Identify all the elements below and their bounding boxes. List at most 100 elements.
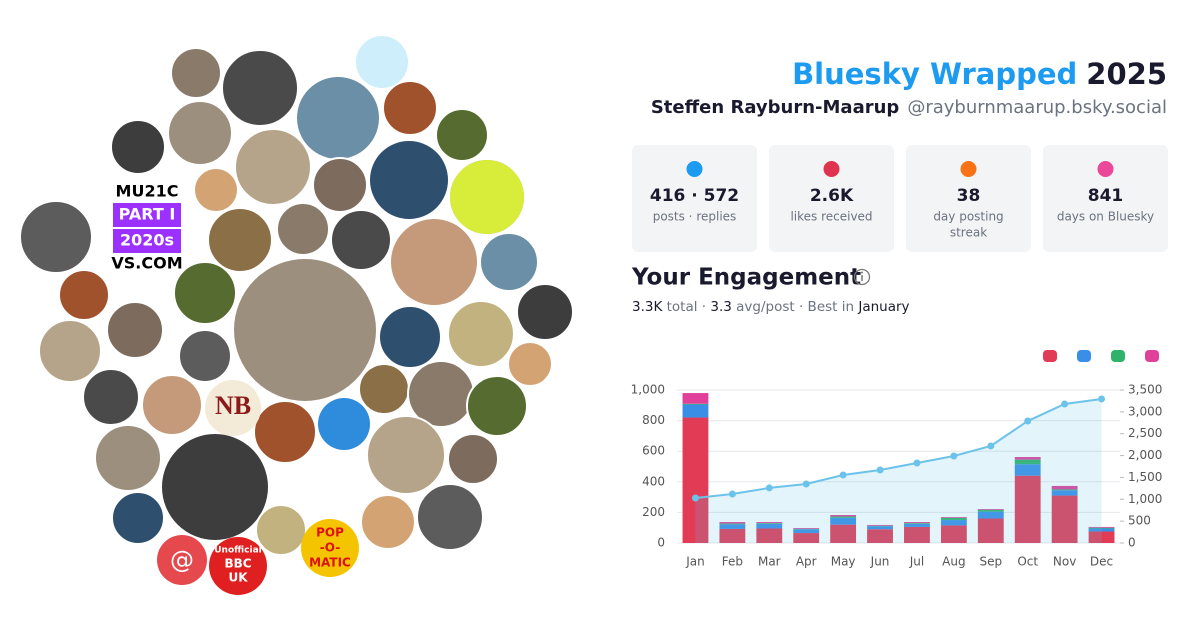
avatar-text: PART I — [119, 205, 176, 224]
legend-icon[interactable] — [1043, 350, 1057, 362]
bar-segment — [1051, 495, 1078, 543]
avatar[interactable] — [312, 157, 368, 213]
avatar[interactable] — [447, 300, 515, 368]
avatar[interactable] — [170, 47, 222, 99]
stat-label: posts · replies — [653, 210, 737, 224]
legend-icon[interactable] — [1077, 350, 1091, 362]
avatar-text: MU21C — [116, 182, 179, 201]
avatar[interactable] — [167, 100, 233, 166]
line-point — [1024, 417, 1032, 425]
y2-tick-label: 500 — [1128, 514, 1151, 528]
avatar-text: VS.COM — [111, 254, 182, 273]
line-point — [691, 494, 699, 502]
avatar[interactable] — [366, 415, 446, 495]
avatar-text: BBC — [224, 557, 251, 571]
title-brand: Bluesky Wrapped — [792, 57, 1077, 91]
avatar[interactable] — [389, 217, 479, 307]
stat-icon — [686, 161, 703, 177]
avatar[interactable] — [466, 375, 528, 437]
user-name: Steffen Rayburn-Maarup — [651, 97, 900, 118]
avatar[interactable] — [507, 341, 553, 387]
avatar[interactable] — [82, 368, 140, 426]
avatar[interactable] — [209, 537, 267, 595]
avatar[interactable] — [207, 207, 273, 273]
subtitle-part: avg/post · Best in — [732, 299, 858, 315]
bar-segment — [756, 523, 783, 529]
line-point — [950, 452, 958, 460]
avatar[interactable] — [205, 380, 261, 436]
avatar[interactable] — [479, 232, 539, 292]
avatar[interactable] — [141, 374, 203, 436]
avatar[interactable] — [301, 519, 359, 577]
avatar[interactable] — [360, 494, 416, 550]
avatar[interactable] — [111, 491, 165, 545]
avatar[interactable] — [416, 483, 484, 551]
y2-tick-label: 0 — [1128, 536, 1136, 550]
avatar[interactable] — [356, 36, 408, 88]
legend-icon[interactable] — [1145, 350, 1159, 362]
avatar[interactable] — [110, 119, 166, 175]
avatar[interactable] — [94, 424, 162, 492]
avatar[interactable] — [106, 301, 164, 359]
avatar[interactable] — [276, 202, 330, 256]
avatar[interactable] — [157, 535, 207, 585]
line-point — [802, 480, 810, 488]
y-tick-label: 1,000 — [631, 383, 665, 397]
avatar[interactable] — [330, 209, 392, 271]
y2-tick-label: 1,000 — [1128, 492, 1162, 506]
y2-tick-label: 2,500 — [1128, 426, 1162, 440]
bar-segment — [756, 522, 783, 524]
avatar[interactable] — [160, 432, 270, 542]
avatar[interactable] — [255, 504, 307, 556]
line-point — [876, 466, 884, 474]
avatar[interactable] — [178, 329, 232, 383]
stat-value: 38 — [957, 186, 981, 206]
y-tick-label: 400 — [642, 474, 665, 488]
x-tick-label: May — [831, 555, 856, 569]
avatar[interactable] — [378, 305, 442, 369]
legend-icon[interactable] — [1111, 350, 1125, 362]
x-tick-label: Dec — [1090, 555, 1113, 569]
avatar[interactable] — [38, 319, 102, 383]
avatar-text: Unofficial — [214, 546, 262, 556]
avatar[interactable] — [234, 128, 312, 206]
bar-segment — [719, 522, 746, 524]
avatar[interactable] — [516, 283, 574, 341]
bar-segment — [719, 524, 746, 529]
x-tick-label: Apr — [796, 555, 817, 569]
avatar[interactable] — [358, 363, 410, 415]
y-tick-label: 600 — [642, 444, 665, 458]
bar-segment — [1051, 485, 1078, 490]
avatar[interactable] — [193, 167, 239, 213]
section-subtitle: 3.3K total · 3.3 avg/post · Best in Janu… — [632, 299, 910, 315]
avatar[interactable] — [58, 269, 110, 321]
avatar[interactable] — [368, 139, 450, 221]
bar-segment — [867, 526, 893, 530]
avatar[interactable] — [173, 261, 237, 325]
subtitle-part: total · — [662, 299, 710, 315]
avatar[interactable] — [318, 398, 370, 450]
bar-segment — [682, 403, 709, 405]
line-point — [1098, 395, 1106, 403]
info-icon[interactable] — [853, 268, 871, 286]
stat-label: likes received — [790, 210, 872, 224]
bar-segment — [1051, 489, 1078, 491]
bar-segment — [793, 529, 820, 534]
avatar[interactable] — [19, 200, 93, 274]
avatar-text-bg — [113, 203, 181, 227]
avatar[interactable] — [447, 433, 499, 485]
bar-segment — [793, 533, 820, 543]
y-tick-label: 0 — [657, 536, 665, 550]
avatar[interactable] — [232, 257, 378, 403]
avatar[interactable] — [295, 75, 381, 161]
avatar[interactable] — [435, 108, 489, 162]
avatar[interactable] — [382, 80, 438, 136]
x-tick-label: Oct — [1017, 555, 1038, 569]
avatar[interactable] — [221, 49, 299, 127]
avatar[interactable] — [253, 400, 317, 464]
line — [695, 397, 1102, 499]
bar-segment — [756, 528, 783, 543]
subtitle-part: 3.3 — [710, 299, 731, 315]
avatar[interactable] — [450, 160, 524, 234]
